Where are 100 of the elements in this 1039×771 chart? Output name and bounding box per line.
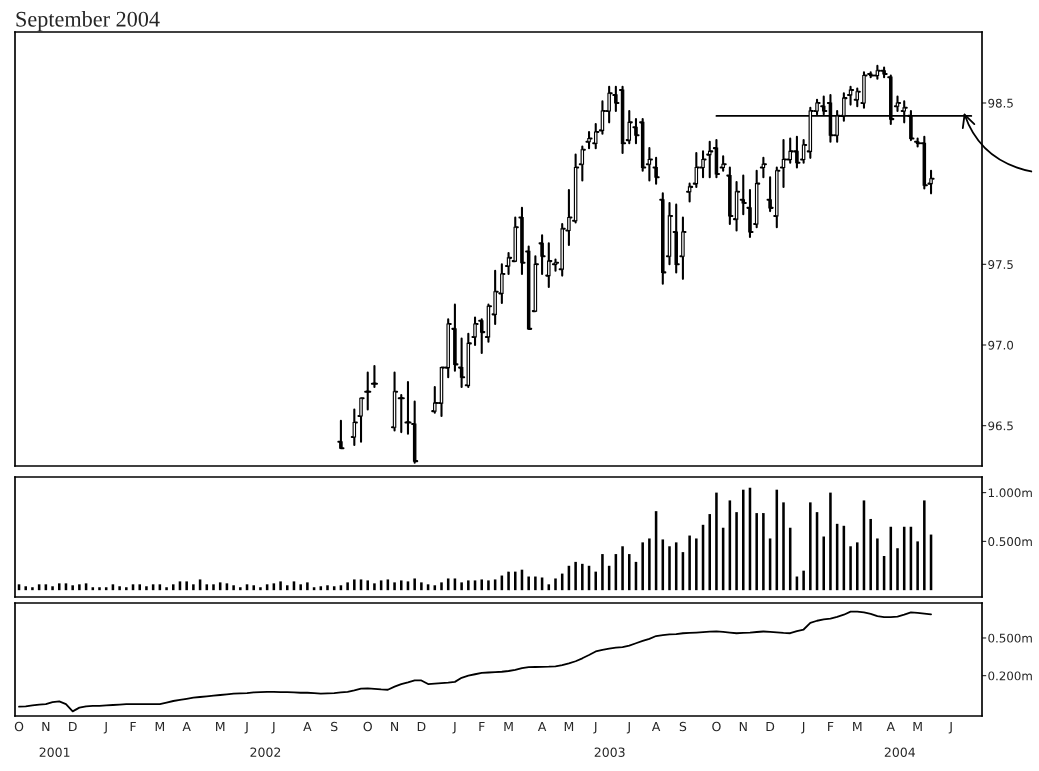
bar [621, 546, 624, 591]
x-tick-label: O [363, 721, 372, 732]
bar [809, 502, 812, 591]
candlestick [397, 393, 405, 434]
bar [688, 535, 691, 591]
bar [648, 538, 651, 591]
bar [420, 582, 423, 591]
bar [399, 580, 403, 591]
candlestick [739, 174, 747, 216]
candlestick [370, 364, 379, 388]
x-tick-label: M [564, 721, 574, 732]
bar [138, 584, 142, 591]
bar [326, 585, 329, 591]
bar [232, 585, 235, 591]
bar [708, 514, 712, 591]
x-tick-label: D [69, 721, 77, 732]
bar [668, 546, 671, 591]
candlestick [846, 85, 855, 106]
x-tick-label: M [853, 721, 862, 732]
x-tick-label: S [679, 721, 687, 732]
bar [513, 571, 517, 591]
x-tick-label: N [391, 721, 398, 732]
bar [735, 512, 738, 591]
bar [594, 571, 598, 591]
candlestick [652, 156, 660, 185]
x-tick-label: M [216, 721, 225, 732]
candlestick [726, 166, 734, 226]
chart-title: September 2004 [16, 11, 160, 32]
x-tick-label: A [182, 721, 191, 732]
candlestick [686, 182, 694, 203]
text: 2003 [594, 747, 625, 757]
candlestick [364, 371, 372, 411]
bar [822, 536, 826, 591]
x-tick-label: F [828, 721, 834, 732]
candlestick [337, 419, 345, 450]
bar [480, 579, 484, 591]
y-tick-label: 97.5 [988, 260, 1013, 269]
bar [829, 492, 832, 591]
bar [279, 581, 282, 591]
bar [118, 586, 121, 591]
y-tick-label: 96.5 [988, 421, 1013, 431]
bar [413, 578, 416, 591]
bar [695, 538, 698, 591]
x-tick-label: A [651, 721, 661, 732]
bar [581, 563, 584, 591]
bar [393, 582, 396, 591]
candlestick [471, 316, 479, 347]
x-tick-label: J [593, 721, 597, 734]
text: 2002 [250, 747, 281, 757]
bar [782, 502, 785, 591]
x-tick-label: S [331, 721, 338, 732]
bar [299, 584, 302, 591]
line-series [18, 610, 932, 713]
bar [51, 586, 54, 591]
x-tick-label: F [130, 721, 136, 732]
candlestick [538, 234, 546, 276]
x-tick-label: J [626, 721, 630, 734]
x-tick-label: J [452, 721, 456, 734]
candlestick [578, 145, 586, 182]
bar [574, 561, 577, 591]
bar [869, 518, 872, 591]
x-tick-label: J [948, 721, 952, 734]
bar [755, 513, 758, 591]
bar [285, 585, 289, 591]
x-tick-label: A [886, 721, 895, 732]
bar [534, 576, 537, 591]
bar [641, 542, 644, 591]
bar [601, 554, 604, 591]
x-tick-label: M [504, 721, 513, 732]
bar [460, 582, 463, 591]
bar [916, 541, 919, 591]
bar [373, 583, 376, 591]
bar [24, 586, 27, 591]
bar [467, 580, 470, 591]
bar [896, 548, 899, 591]
bar [554, 578, 557, 591]
y-tick-label: 0.500m [988, 537, 1032, 547]
text: 2001 [39, 747, 70, 757]
bar [346, 582, 349, 591]
x-tick-label: J [801, 721, 805, 734]
bar [366, 580, 370, 591]
x-tick-label: N [42, 721, 50, 732]
x-tick-label: D [766, 721, 775, 732]
candlestick [706, 140, 714, 179]
bar [145, 586, 148, 591]
bar [802, 570, 805, 591]
x-tick-label: O [14, 721, 24, 732]
bar [715, 492, 718, 591]
bar [527, 576, 530, 591]
bar [78, 584, 81, 591]
x-tick-label: N [739, 721, 747, 732]
bar [353, 579, 356, 591]
y-tick-label: 0.500m [988, 633, 1032, 643]
bar [98, 587, 101, 591]
x-tick-label: A [303, 721, 312, 732]
x-tick-label: M [913, 721, 922, 732]
text: 2004 [884, 747, 916, 757]
bar [171, 584, 175, 591]
x-tick-label: D [417, 721, 426, 732]
bar [627, 554, 631, 591]
